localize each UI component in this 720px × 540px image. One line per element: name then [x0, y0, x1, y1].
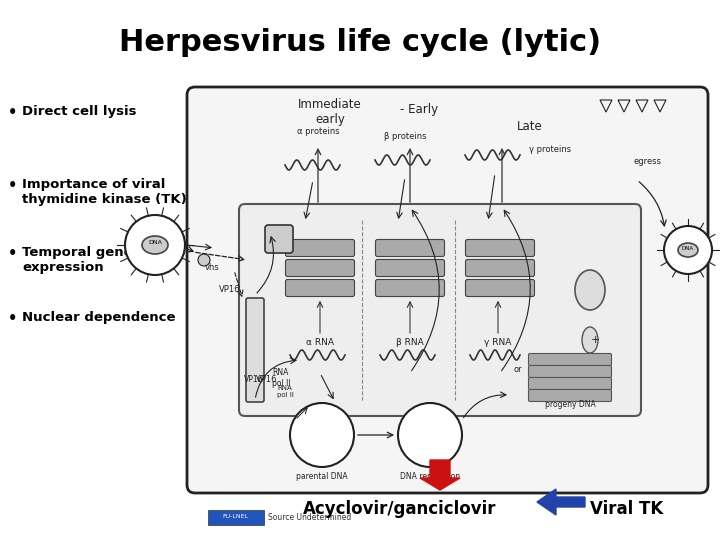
Text: RNA
pol II: RNA pol II: [272, 368, 291, 388]
Text: β RNA: β RNA: [396, 338, 424, 347]
FancyBboxPatch shape: [207, 510, 264, 524]
Text: •: •: [8, 310, 17, 326]
Text: VP16: VP16: [220, 286, 240, 294]
Ellipse shape: [582, 327, 598, 353]
FancyBboxPatch shape: [376, 260, 444, 276]
Text: +: +: [590, 335, 600, 345]
Text: Source Undetermined: Source Undetermined: [268, 512, 351, 522]
FancyBboxPatch shape: [246, 298, 264, 402]
Text: Herpesvirus life cycle (lytic): Herpesvirus life cycle (lytic): [119, 28, 601, 57]
FancyBboxPatch shape: [286, 280, 354, 296]
FancyBboxPatch shape: [265, 225, 293, 253]
Circle shape: [664, 226, 712, 274]
Polygon shape: [537, 489, 585, 515]
Text: RNA
pol II: RNA pol II: [277, 385, 294, 398]
Text: Late: Late: [517, 120, 543, 133]
FancyBboxPatch shape: [376, 280, 444, 296]
Text: vhs: vhs: [205, 264, 220, 273]
Text: VP16: VP16: [243, 375, 263, 384]
FancyBboxPatch shape: [466, 260, 534, 276]
Text: Immediate
early: Immediate early: [298, 98, 362, 126]
Circle shape: [198, 254, 210, 266]
Text: egress: egress: [634, 157, 662, 166]
FancyBboxPatch shape: [376, 240, 444, 256]
Text: •: •: [8, 246, 17, 261]
Text: FU-LNEL: FU-LNEL: [222, 515, 248, 519]
Text: α RNA: α RNA: [306, 338, 334, 347]
Text: DNA: DNA: [682, 246, 694, 252]
FancyBboxPatch shape: [466, 240, 534, 256]
Text: progeny DNA: progeny DNA: [544, 400, 595, 409]
Polygon shape: [420, 460, 460, 490]
Circle shape: [125, 215, 185, 275]
Text: Importance of viral
thymidine kinase (TK): Importance of viral thymidine kinase (TK…: [22, 178, 186, 206]
FancyBboxPatch shape: [528, 354, 611, 366]
FancyBboxPatch shape: [239, 204, 641, 416]
Circle shape: [398, 403, 462, 467]
Text: Direct cell lysis: Direct cell lysis: [22, 105, 137, 118]
Text: parental DNA: parental DNA: [296, 472, 348, 481]
Text: Nuclear dependence: Nuclear dependence: [22, 310, 176, 323]
Ellipse shape: [142, 236, 168, 254]
Text: or: or: [513, 366, 522, 375]
Text: γ RNA: γ RNA: [485, 338, 512, 347]
Text: •: •: [8, 105, 17, 120]
Text: DNA replication: DNA replication: [400, 472, 460, 481]
Text: Viral TK: Viral TK: [590, 500, 663, 518]
Circle shape: [290, 403, 354, 467]
Text: α proteins: α proteins: [297, 127, 339, 136]
Text: β proteins: β proteins: [384, 132, 426, 141]
Text: Temporal gene
expression: Temporal gene expression: [22, 246, 132, 274]
FancyBboxPatch shape: [187, 87, 708, 493]
Ellipse shape: [575, 270, 605, 310]
Text: Acyclovir/ganciclovir: Acyclovir/ganciclovir: [303, 500, 497, 518]
FancyBboxPatch shape: [528, 389, 611, 402]
Text: VP16: VP16: [256, 375, 278, 384]
FancyBboxPatch shape: [286, 240, 354, 256]
Text: γ proteins: γ proteins: [529, 145, 571, 154]
Ellipse shape: [678, 243, 698, 257]
Text: DNA: DNA: [148, 240, 162, 246]
FancyBboxPatch shape: [528, 366, 611, 377]
FancyBboxPatch shape: [286, 260, 354, 276]
FancyBboxPatch shape: [466, 280, 534, 296]
Text: - Early: - Early: [400, 103, 438, 116]
FancyBboxPatch shape: [528, 377, 611, 389]
Text: •: •: [8, 178, 17, 193]
